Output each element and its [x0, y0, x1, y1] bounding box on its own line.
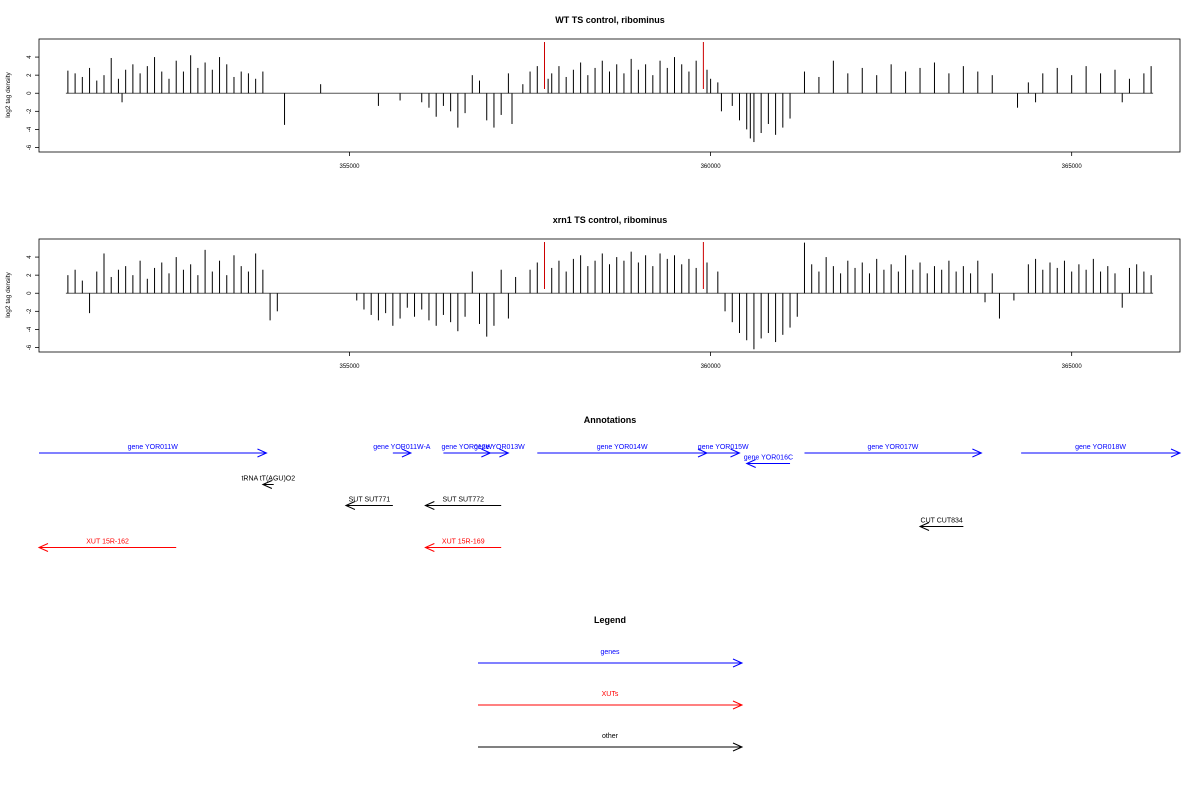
legend-label: genes [600, 649, 620, 656]
y-tick-label: -2 [27, 108, 33, 114]
annotation-features: gene YOR011W gene YOR011W-A gene YOR012Wge… [37, 444, 1182, 552]
x-axis: 355000 360000 365000 [340, 352, 1083, 370]
y-axis: 4 2 0 -2 -4 -6 [27, 255, 39, 350]
feature-label: gene YOR013W [474, 444, 525, 451]
arrowhead [424, 543, 435, 552]
bar-layer [65, 55, 1154, 143]
x-tick-label: 365000 [1062, 164, 1083, 170]
feature-label: tRNA tT(AGU)O2 [241, 476, 295, 483]
annotation-feature: gene YOR015W [698, 444, 749, 458]
feature-label: SUT SUT771 [349, 497, 391, 504]
panel-title: xrn1 TS control, ribominus [553, 215, 668, 225]
arrowhead [261, 480, 273, 489]
feature-label: gene YOR011W-A [373, 444, 431, 451]
annotation-feature: SUT SUT772 [424, 497, 502, 510]
arrowhead [732, 700, 744, 710]
annotation-feature: XUT 15R-162 [37, 539, 177, 552]
feature-label: gene YOR012W [441, 444, 492, 451]
x-tick-label: 360000 [701, 364, 722, 370]
annotation-feature: gene YOR011W-A [373, 444, 431, 458]
arrowhead [730, 448, 741, 458]
annotation-feature: gene YOR018W [1021, 444, 1182, 458]
y-axis-label: log2 tag density [5, 271, 12, 317]
annotation-feature: gene YOR017W [804, 444, 983, 458]
annotation-feature: gene YOR013W [474, 444, 525, 458]
feature-label: gene YOR014W [597, 444, 648, 451]
feature-label: CUT CUT834 [921, 518, 963, 525]
arrowhead [344, 501, 356, 510]
feature-label: gene YOR011W [128, 444, 179, 451]
arrowhead [499, 448, 510, 458]
arrowhead [972, 448, 983, 458]
y-tick-label: 4 [27, 255, 33, 259]
x-tick-label: 355000 [340, 164, 361, 170]
legend-label: XUTs [602, 691, 619, 698]
feature-label: XUT 15R-169 [442, 539, 485, 546]
plot-frame [38, 238, 1181, 353]
highlight-layer [544, 242, 704, 289]
y-axis: 4 2 0 -2 -4 -6 [27, 55, 39, 150]
x-tick-label: 360000 [701, 164, 722, 170]
feature-label: gene YOR017W [868, 444, 919, 451]
y-tick-label: -4 [27, 126, 33, 132]
annotation-feature: SUT SUT771 [344, 497, 393, 510]
annotations-title: Annotations [584, 415, 637, 425]
arrowhead [697, 448, 709, 458]
y-tick-label: 2 [27, 73, 33, 77]
highlight-layer [544, 42, 704, 89]
arrowhead [918, 522, 930, 531]
annotation-feature: XUT 15R-169 [424, 539, 502, 552]
y-tick-label: 4 [27, 55, 33, 59]
arrowhead [401, 448, 413, 458]
plot-frame [38, 38, 1181, 153]
panel-title: WT TS control, ribominus [555, 15, 665, 25]
legend: Legend genes XUTs other [478, 615, 744, 752]
annotation-track: Annotations gene YOR011W gene YOR011W-A ge… [37, 415, 1182, 552]
feature-label: gene YOR018W [1075, 444, 1126, 451]
legend-item: genes [478, 649, 744, 668]
annotation-feature: gene YOR011W [39, 444, 268, 458]
legend-title: Legend [594, 615, 626, 625]
arrowhead [1170, 448, 1182, 458]
annotation-feature: gene YOR016C [744, 455, 793, 468]
arrowhead [257, 448, 268, 458]
legend-label: other [602, 733, 619, 740]
x-tick-label: 355000 [340, 364, 361, 370]
bar-layer [65, 242, 1154, 350]
arrowhead [424, 501, 435, 510]
legend-items: genes XUTs other [478, 649, 744, 752]
y-tick-label: -6 [27, 144, 33, 150]
y-tick-label: 2 [27, 273, 33, 277]
y-tick-label: -4 [27, 326, 33, 332]
feature-label: SUT SUT772 [443, 497, 485, 504]
arrowhead [745, 459, 756, 468]
feature-label: gene YOR015W [698, 444, 749, 451]
y-tick-label: 0 [27, 91, 33, 95]
annotation-feature: CUT CUT834 [918, 518, 964, 531]
feature-label: XUT 15R-162 [86, 539, 129, 546]
y-tick-label: -6 [27, 344, 33, 350]
annotation-feature: gene YOR014W [537, 444, 709, 458]
y-tick-label: 0 [27, 291, 33, 295]
feature-label: gene YOR016C [744, 455, 793, 462]
y-tick-label: -2 [27, 308, 33, 314]
legend-item: other [478, 733, 744, 752]
wt-track-panel: WT TS control, ribominus 4 2 0 -2 -4 -6 35500… [5, 15, 1181, 170]
annotation-feature: tRNA tT(AGU)O2 [241, 476, 295, 489]
x-tick-label: 365000 [1062, 364, 1083, 370]
y-axis-label: log2 tag density [5, 71, 12, 117]
x-axis: 355000 360000 365000 [340, 152, 1083, 170]
legend-item: XUTs [478, 691, 744, 710]
arrowhead [37, 543, 49, 552]
xrn1-track-panel: xrn1 TS control, ribominus 4 2 0 -2 -4 -6 355… [5, 215, 1181, 370]
arrowhead [732, 658, 744, 668]
arrowhead [732, 742, 744, 752]
